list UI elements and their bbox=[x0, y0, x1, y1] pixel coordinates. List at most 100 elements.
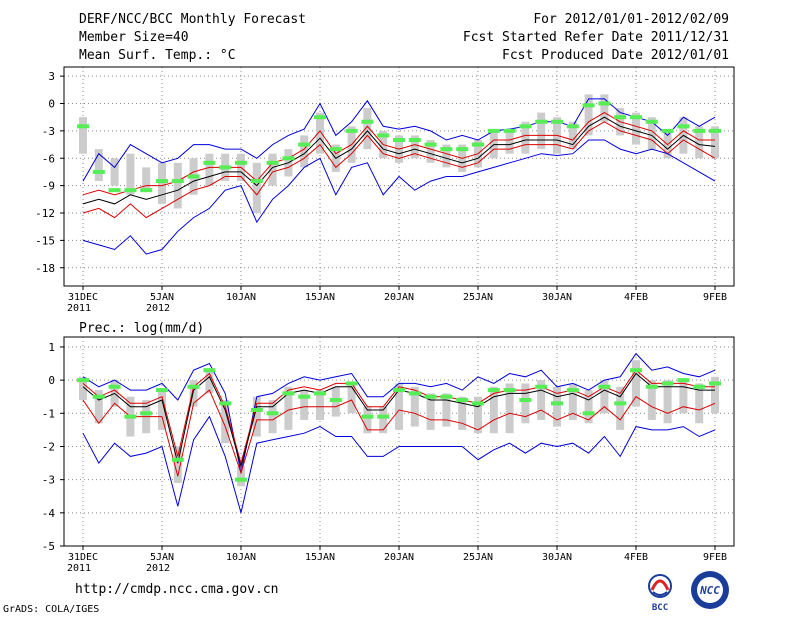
temp-box-15 bbox=[316, 112, 324, 154]
prec-ytick-label-1: 0 bbox=[48, 374, 55, 387]
prec-box-38 bbox=[679, 380, 688, 414]
prec-ytick-label-5: -4 bbox=[42, 507, 56, 520]
prec-box-25 bbox=[474, 396, 482, 434]
prec-box-31 bbox=[568, 383, 577, 420]
prec-ytick-label-2: -1 bbox=[42, 407, 55, 420]
prec-member-22 bbox=[424, 394, 437, 399]
temp-box-23 bbox=[442, 144, 451, 168]
temp-member-10 bbox=[235, 160, 247, 165]
prec-series-max bbox=[82, 352, 716, 474]
prec-member-40 bbox=[709, 381, 721, 386]
temp-member-29 bbox=[535, 119, 548, 124]
prec-box-9 bbox=[221, 400, 230, 444]
temp-member-26 bbox=[487, 128, 500, 133]
temp-member-5 bbox=[156, 179, 168, 184]
prec-box-32 bbox=[584, 390, 593, 424]
prec-xtick-label-8: 9FEB bbox=[703, 552, 727, 563]
temp-box-33 bbox=[600, 94, 609, 122]
temp-member-6 bbox=[171, 179, 184, 184]
temp-member-25 bbox=[472, 142, 484, 147]
prec-box-12 bbox=[268, 400, 277, 434]
temp-series-spreadlo bbox=[82, 121, 716, 219]
prec-xtick-label-0: 31DEC bbox=[68, 552, 98, 563]
prec-ytick-label-0: 1 bbox=[48, 341, 55, 354]
prec-member-18 bbox=[361, 414, 374, 419]
prec-box-22 bbox=[426, 393, 435, 430]
ncc-logo-text: NCC bbox=[699, 584, 720, 597]
prec-box-26 bbox=[489, 386, 498, 434]
temp-box-18 bbox=[363, 108, 372, 150]
prec-box-40 bbox=[711, 376, 719, 414]
prec-box-17 bbox=[347, 383, 356, 414]
prec-member-29 bbox=[535, 384, 548, 389]
prec-xtick-label-3: 15JAN bbox=[305, 552, 335, 563]
temp-member-36 bbox=[645, 119, 658, 124]
prec-box-5 bbox=[158, 390, 166, 430]
temp-member-12 bbox=[266, 160, 279, 165]
temp-ytick-label-6: -15 bbox=[35, 234, 55, 247]
temp-member-31 bbox=[566, 124, 579, 129]
temp-box-0 bbox=[79, 117, 87, 154]
temp-box-40 bbox=[711, 126, 719, 159]
temp-member-28 bbox=[519, 124, 532, 129]
temp-member-13 bbox=[282, 156, 295, 161]
temp-box-35 bbox=[632, 112, 640, 145]
prec-box-11 bbox=[252, 396, 261, 437]
prec-box-0 bbox=[79, 376, 87, 401]
prec-member-33 bbox=[598, 384, 611, 389]
prec-member-37 bbox=[661, 381, 674, 386]
temp-box-36 bbox=[647, 117, 656, 150]
temp-box-21 bbox=[410, 135, 419, 159]
prec-member-17 bbox=[345, 381, 358, 386]
temp-ytick-label-3: -6 bbox=[42, 152, 55, 165]
temp-member-17 bbox=[345, 128, 358, 133]
prec-member-38 bbox=[677, 378, 690, 383]
prec-box-36 bbox=[647, 380, 656, 420]
temp-ytick-label-5: -12 bbox=[35, 207, 55, 220]
temp-box-12 bbox=[268, 153, 277, 186]
prec-xtick-label-7: 4FEB bbox=[624, 552, 648, 563]
ncc-logo: NCC bbox=[691, 571, 729, 609]
temp-xtick-label-6: 30JAN bbox=[542, 292, 572, 303]
temp-member-32 bbox=[582, 103, 595, 108]
website-url[interactable]: http://cmdp.ncc.cma.gov.cn bbox=[75, 582, 279, 597]
temp-box-32 bbox=[584, 94, 593, 136]
prec-member-26 bbox=[487, 388, 500, 393]
temp-xtick-label-8: 9FEB bbox=[703, 292, 727, 303]
prec-series-spreadlo bbox=[82, 389, 716, 477]
temp-member-0 bbox=[77, 124, 89, 129]
temp-member-16 bbox=[329, 147, 342, 152]
temp-box-27 bbox=[505, 130, 514, 154]
prec-box-6 bbox=[173, 446, 182, 483]
temp-member-1 bbox=[92, 169, 105, 174]
temp-series-mean bbox=[82, 116, 716, 205]
prec-box-30 bbox=[553, 386, 561, 427]
prec-ytick-label-6: -5 bbox=[42, 540, 55, 553]
prec-member-39 bbox=[693, 384, 706, 389]
prec-member-23 bbox=[440, 394, 453, 399]
temp-member-9 bbox=[219, 165, 232, 170]
prec-xtick-label-2: 10JAN bbox=[226, 552, 256, 563]
temp-member-24 bbox=[456, 147, 469, 152]
temp-member-33 bbox=[598, 101, 611, 106]
prec-box-15 bbox=[316, 390, 324, 420]
bcc-logo: BCC bbox=[648, 574, 672, 612]
prec-member-13 bbox=[282, 391, 295, 396]
prec-xtick-sublabel-1: 2012 bbox=[146, 563, 170, 574]
member-size: Member Size=40 bbox=[79, 30, 189, 45]
prec-xtick-label-1: 5JAN bbox=[150, 552, 174, 563]
prec-box-28 bbox=[521, 383, 530, 424]
prec-ytick-label-3: -2 bbox=[42, 440, 55, 453]
prec-member-24 bbox=[456, 398, 469, 403]
prec-member-8 bbox=[203, 368, 216, 373]
temp-ytick-label-1: 0 bbox=[48, 98, 55, 111]
temp-ytick-label-4: -9 bbox=[42, 180, 55, 193]
temp-xtick-label-7: 4FEB bbox=[624, 292, 648, 303]
prec-member-9 bbox=[219, 401, 232, 406]
prec-xtick-label-5: 25JAN bbox=[463, 552, 493, 563]
prec-member-21 bbox=[408, 391, 421, 396]
prec-member-28 bbox=[519, 398, 532, 403]
temp-xtick-label-4: 20JAN bbox=[384, 292, 414, 303]
prec-box-14 bbox=[300, 390, 309, 420]
